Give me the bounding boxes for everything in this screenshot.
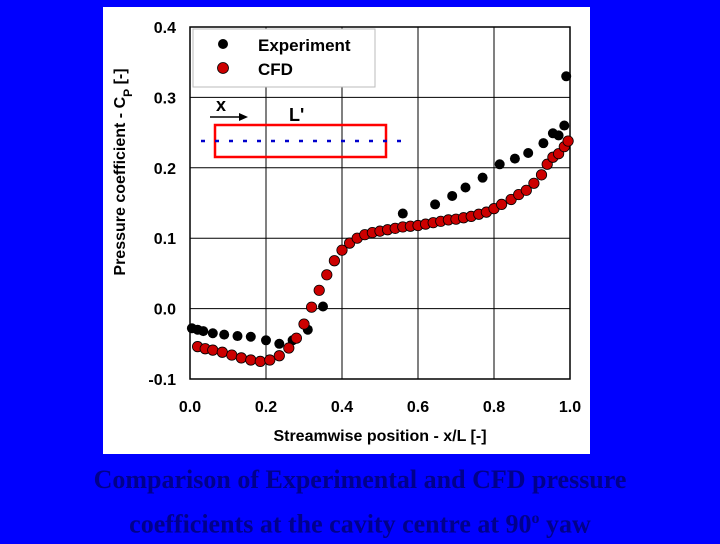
- x-tick-label: 0.8: [483, 399, 505, 416]
- cfd-point: [535, 169, 548, 181]
- caption-line-2: coefficients at the cavity centre at 90o…: [0, 499, 720, 544]
- y-tick-label: -0.1: [148, 372, 176, 389]
- experiment-point: [245, 331, 256, 342]
- cfd-point: [520, 184, 532, 196]
- x-tick-label: 0.6: [407, 399, 429, 416]
- y-tick-label: 0.3: [154, 90, 176, 107]
- cavity-schematic: x L': [201, 95, 403, 159]
- cfd-point: [313, 284, 325, 296]
- cfd-point: [290, 332, 302, 344]
- inset-length-label: L': [289, 105, 304, 125]
- cfd-point: [528, 177, 540, 189]
- experiment-point: [509, 153, 520, 164]
- x-tick-label: 0.2: [255, 399, 277, 416]
- experiment-point: [207, 328, 218, 339]
- y-axis-title: Pressure coefficient - CP [-]: [112, 68, 135, 275]
- cfd-point: [321, 269, 333, 281]
- legend-box: [192, 28, 376, 88]
- experiment-series: [186, 71, 572, 349]
- experiment-point: [430, 199, 441, 210]
- experiment-point: [553, 130, 564, 141]
- experiment-point: [559, 120, 570, 131]
- y-tick-label: 0.0: [154, 302, 176, 319]
- cfd-point: [273, 350, 285, 362]
- legend-experiment-marker: [218, 39, 228, 49]
- cfd-point: [264, 354, 276, 366]
- cfd-point: [245, 354, 257, 366]
- experiment-point: [232, 331, 243, 342]
- experiment-point: [561, 71, 572, 82]
- cfd-point: [207, 344, 219, 356]
- caption-line-2-suffix: yaw: [539, 509, 591, 539]
- inset-x-label: x: [216, 95, 226, 115]
- slide-caption: Comparison of Experimental and CFD press…: [0, 460, 720, 544]
- cfd-point: [306, 301, 318, 313]
- experiment-point: [261, 335, 271, 346]
- cfd-point: [336, 244, 348, 256]
- x-tick-label: 1.0: [559, 399, 581, 416]
- legend-cfd-marker: [217, 62, 229, 74]
- pressure-coefficient-chart: 0.0 0.2 0.4 0.6 0.8 1.0-0.10.00.10.20.30.4 Ex…: [112, 20, 581, 445]
- chart-panel: 0.0 0.2 0.4 0.6 0.8 1.0 -0.1 0.0 0.1 0.2 0.3 0.4 Ex…: [103, 7, 590, 454]
- experiment-point: [274, 338, 285, 349]
- y-axis-title-tail: [-]: [112, 68, 129, 88]
- cfd-point: [283, 342, 295, 354]
- caption-line-1: Comparison of Experimental and CFD press…: [93, 465, 627, 494]
- experiment-point: [460, 182, 471, 193]
- cfd-point: [235, 352, 247, 364]
- y-axis-title-main: Pressure coefficient - C: [112, 96, 129, 275]
- cfd-point: [562, 135, 574, 147]
- experiment-point: [318, 301, 328, 312]
- cfd-point: [298, 318, 310, 330]
- experiment-point: [494, 159, 505, 170]
- caption-line-2-text: coefficients at the cavity centre at 90: [129, 509, 532, 539]
- experiment-point: [219, 329, 230, 340]
- experiment-point: [198, 326, 209, 337]
- y-axis-title-subscript: P: [121, 89, 135, 97]
- y-tick-label: 0.2: [154, 161, 176, 178]
- caption-degree-superscript: o: [531, 510, 540, 527]
- cfd-point: [254, 355, 266, 367]
- experiment-point: [538, 138, 549, 149]
- y-tick-label: 0.4: [154, 20, 176, 37]
- legend-experiment-label: Experiment: [258, 36, 351, 55]
- cfd-point: [495, 198, 508, 211]
- cfd-point: [328, 255, 340, 267]
- legend-cfd-label: CFD: [258, 60, 293, 79]
- cfd-point: [216, 346, 228, 358]
- x-axis-title: Streamwise position - x/L [-]: [273, 428, 486, 445]
- experiment-point: [447, 190, 458, 201]
- x-direction-arrow-head: [239, 113, 248, 121]
- plot-frame: [189, 26, 571, 380]
- experiment-point: [477, 172, 488, 183]
- x-tick-label: 0.4: [331, 399, 353, 416]
- experiment-point: [397, 208, 408, 219]
- experiment-point: [523, 148, 534, 159]
- y-tick-label: 0.1: [154, 231, 176, 248]
- cfd-point: [226, 349, 238, 361]
- x-tick-label: 0.0: [179, 399, 201, 416]
- legend: Experiment CFD: [192, 28, 376, 88]
- axis-ticks: 0.0 0.2 0.4 0.6 0.8 1.0-0.10.00.10.20.30.4: [148, 20, 581, 416]
- cfd-series: [192, 135, 574, 367]
